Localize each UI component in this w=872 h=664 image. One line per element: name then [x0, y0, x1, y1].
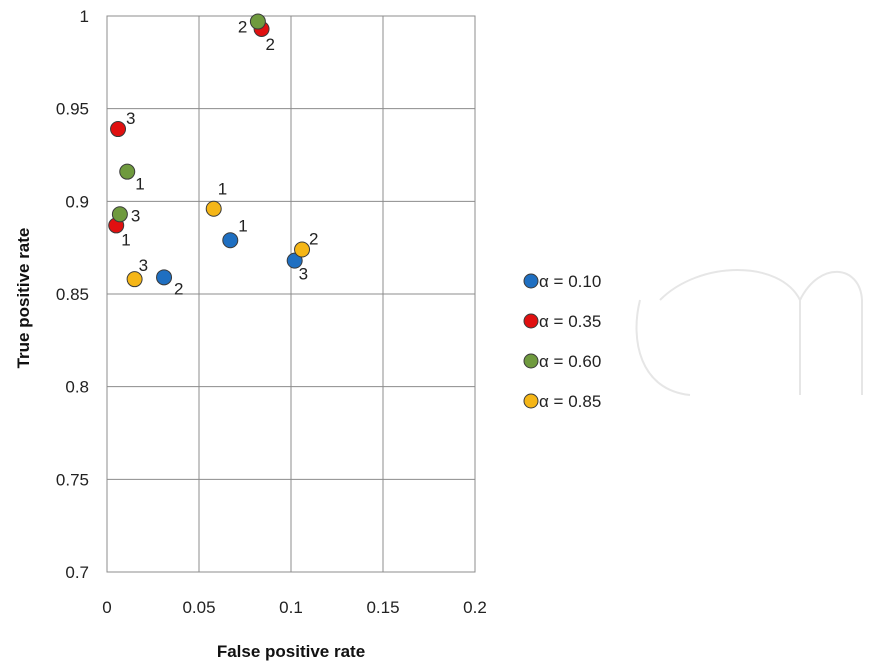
legend-label: α = 0.35	[539, 312, 601, 331]
legend: α = 0.10 α = 0.35 α = 0.60 α = 0.85	[523, 272, 601, 411]
legend-item: α = 0.85	[523, 392, 601, 411]
plot-area	[106, 15, 476, 573]
y-axis-title: True positive rate	[14, 228, 33, 369]
y-tick-label: 0.75	[56, 470, 89, 489]
data-point	[286, 252, 303, 269]
data-point-label: 1	[135, 175, 144, 194]
y-tick-label: 0.7	[65, 563, 89, 582]
series-1: 1 2 3	[156, 216, 308, 298]
legend-marker	[523, 353, 539, 369]
legend-marker	[523, 313, 539, 329]
x-axis-title: False positive rate	[217, 642, 365, 661]
legend-item: α = 0.60	[523, 352, 601, 371]
data-point-label: 1	[238, 216, 247, 235]
data-point-label: 3	[299, 265, 308, 284]
data-point-label: 1	[218, 180, 227, 199]
legend-label: α = 0.85	[539, 392, 601, 411]
data-point	[294, 241, 311, 258]
x-tick-label: 0.05	[182, 598, 215, 617]
x-tick-label: 0	[102, 598, 111, 617]
watermark-logo	[635, 269, 863, 396]
data-point-label: 3	[126, 109, 135, 128]
x-tick-label: 0.15	[366, 598, 399, 617]
legend-marker	[523, 393, 539, 409]
data-point-label: 3	[139, 256, 148, 275]
series-3: 1 2 3	[111, 13, 266, 225]
data-point	[111, 206, 128, 223]
data-point-label: 2	[174, 279, 183, 298]
data-point	[156, 269, 173, 286]
data-point	[110, 121, 127, 138]
legend-label: α = 0.60	[539, 352, 601, 371]
x-tick-label: 0.1	[279, 598, 303, 617]
y-axis-ticks: 0.7 0.75 0.8 0.85 0.9 0.95 1	[56, 7, 89, 582]
data-point-label: 2	[238, 18, 247, 37]
y-tick-label: 0.9	[65, 192, 89, 211]
data-point	[205, 200, 222, 217]
data-point-label: 1	[121, 230, 130, 249]
y-tick-label: 1	[80, 7, 89, 26]
legend-item: α = 0.10	[523, 272, 601, 291]
legend-label: α = 0.10	[539, 272, 601, 291]
y-tick-label: 0.95	[56, 100, 89, 119]
data-point	[126, 271, 143, 288]
series-4: 123	[126, 180, 319, 288]
data-point-label: 3	[131, 206, 140, 225]
legend-marker	[523, 273, 539, 289]
data-point	[119, 163, 136, 180]
legend-item: α = 0.35	[523, 312, 601, 331]
y-tick-label: 0.85	[56, 285, 89, 304]
grid	[106, 15, 476, 573]
data-point-label: 2	[266, 35, 275, 54]
x-tick-label: 0.2	[463, 598, 487, 617]
y-tick-label: 0.8	[65, 378, 89, 397]
data-point-label: 2	[309, 230, 318, 249]
data-point	[222, 232, 239, 249]
data-point	[249, 13, 266, 30]
x-axis-ticks: 0 0.05 0.1 0.15 0.2	[102, 598, 487, 617]
